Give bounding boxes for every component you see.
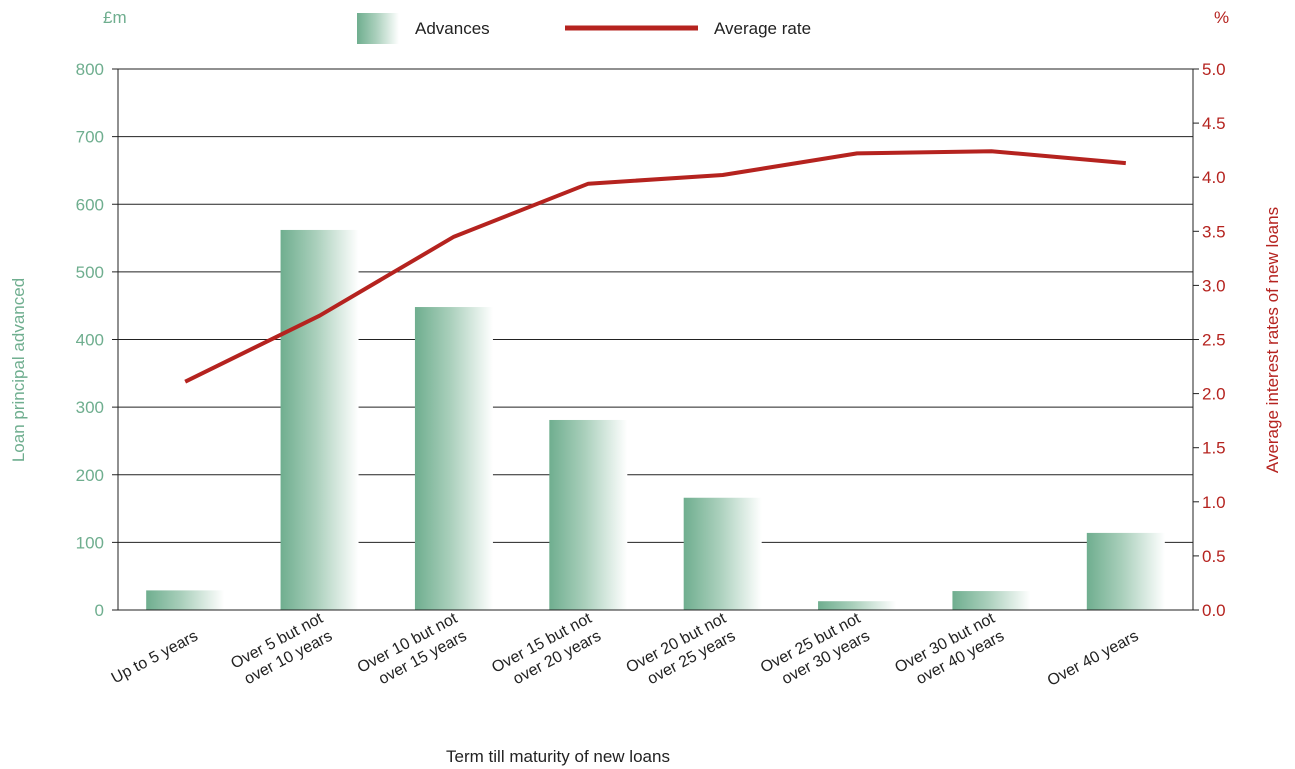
legend: Advances Average rate: [357, 13, 811, 44]
legend-label-advances: Advances: [415, 19, 490, 38]
x-axis-title: Term till maturity of new loans: [446, 747, 670, 766]
left-tick-label: 300: [76, 398, 104, 417]
legend-swatch-advances: [357, 13, 399, 44]
left-axis-ticks: 0 100 200 300 400 500 600 700 800: [76, 60, 104, 620]
right-axis-unit: %: [1214, 8, 1229, 27]
left-tick-label: 600: [76, 195, 104, 214]
right-tick-label: 4.0: [1202, 168, 1226, 187]
legend-label-average-rate: Average rate: [714, 19, 811, 38]
category-label: Up to 5 years: [109, 628, 201, 688]
bar: [1086, 532, 1165, 610]
axes: [112, 68, 1199, 611]
bar: [549, 419, 628, 610]
left-tick-label: 500: [76, 263, 104, 282]
right-tick-label: 1.5: [1202, 439, 1226, 458]
left-tick-label: 200: [76, 466, 104, 485]
line-series-average-rate: [184, 149, 1126, 384]
gridlines: [118, 68, 1193, 543]
bar: [683, 497, 762, 610]
category-label: Over 40 years: [1045, 628, 1142, 690]
bar: [146, 590, 225, 610]
bar: [952, 591, 1031, 610]
bar: [414, 307, 493, 610]
right-tick-label: 1.0: [1202, 493, 1226, 512]
right-tick-label: 2.0: [1202, 385, 1226, 404]
right-tick-label: 0.0: [1202, 601, 1226, 620]
right-axis-title: Average interest rates of new loans: [1263, 207, 1282, 473]
bar: [818, 601, 897, 610]
average-rate-line: [184, 149, 1126, 384]
left-tick-label: 100: [76, 533, 104, 552]
right-tick-label: 4.5: [1202, 114, 1226, 133]
left-tick-label: 400: [76, 331, 104, 350]
category-label-line: Over 40 years: [1045, 628, 1142, 690]
left-axis-title: Loan principal advanced: [9, 278, 28, 462]
right-axis-ticks: 0.0 0.5 1.0 1.5 2.0 2.5 3.0 3.5 4.0 4.5 5.0: [1202, 60, 1226, 620]
right-tick-label: 0.5: [1202, 547, 1226, 566]
left-tick-label: 700: [76, 128, 104, 147]
left-axis-unit: £m: [103, 8, 127, 27]
category-label-line: Up to 5 years: [109, 628, 201, 688]
right-tick-label: 3.5: [1202, 222, 1226, 241]
bar: [280, 229, 359, 610]
bar-series-advances: [146, 229, 1165, 610]
right-tick-label: 5.0: [1202, 60, 1226, 79]
left-tick-label: 800: [76, 60, 104, 79]
right-tick-label: 2.5: [1202, 331, 1226, 350]
right-tick-label: 3.0: [1202, 276, 1226, 295]
left-tick-label: 0: [95, 601, 104, 620]
